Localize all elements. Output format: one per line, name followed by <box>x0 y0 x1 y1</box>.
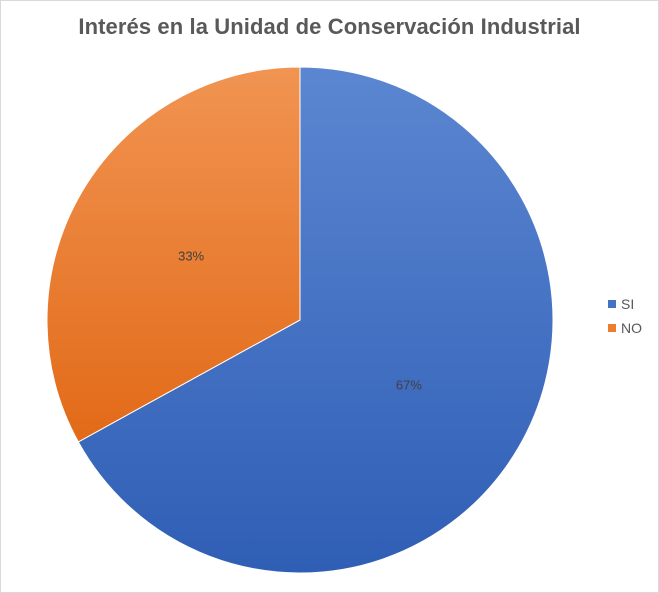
pie-slice-si <box>77 66 554 574</box>
pie-slice-no <box>46 66 301 443</box>
data-label-si: 67% <box>396 377 422 392</box>
legend-swatch-si <box>608 300 616 308</box>
data-label-no: 33% <box>178 249 204 264</box>
legend: SI NO <box>608 292 642 340</box>
legend-item-si: SI <box>608 292 642 316</box>
legend-item-no: NO <box>608 316 642 340</box>
chart-title: Interés en la Unidad de Conservación Ind… <box>78 14 581 39</box>
legend-label-si: SI <box>621 296 635 312</box>
legend-label-no: NO <box>621 320 642 336</box>
legend-swatch-no <box>608 324 616 332</box>
